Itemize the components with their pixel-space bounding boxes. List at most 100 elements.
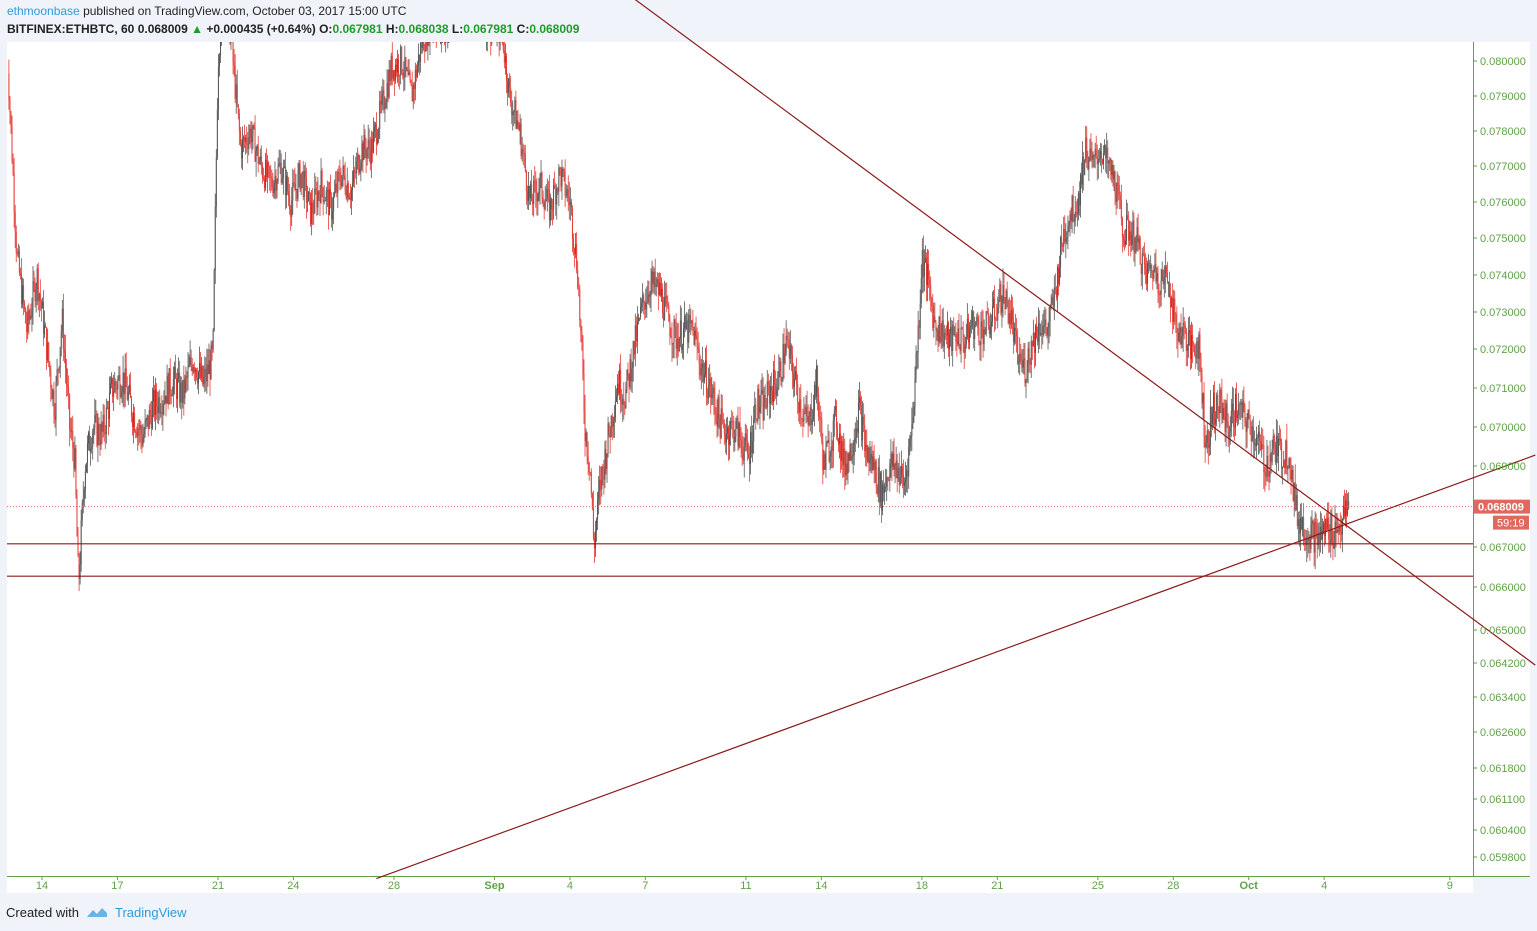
candle-body xyxy=(171,395,173,397)
candle-body xyxy=(632,341,634,369)
candle-body xyxy=(180,382,182,403)
candle-body xyxy=(569,202,571,206)
candle-body xyxy=(523,152,525,154)
candle-body xyxy=(794,379,796,387)
trendline[interactable] xyxy=(376,454,1536,880)
candle-body xyxy=(1345,500,1347,517)
price-chart[interactable]: 0.080000 0.079000 0.078000 0.077000 0.076000… xyxy=(0,0,1537,900)
candle-body xyxy=(882,484,884,511)
candle-body xyxy=(814,384,816,397)
candle-body xyxy=(230,42,232,44)
time-axis-labels: 14 17 21 24 28 Sep 4 7 11 14 18 21 25 28 Oct 4 9 xyxy=(36,876,1453,892)
candle-body xyxy=(204,368,206,378)
candle-body xyxy=(151,401,153,429)
candle-body xyxy=(827,439,829,442)
candle-body xyxy=(953,324,955,336)
candle-body xyxy=(672,343,674,345)
candle-body xyxy=(908,446,910,477)
candle-body xyxy=(1109,158,1111,162)
candle-body xyxy=(938,316,940,342)
candle-body xyxy=(976,316,978,323)
candle-body xyxy=(1238,404,1240,416)
trendline[interactable] xyxy=(598,0,1536,666)
candle-body xyxy=(255,150,257,162)
high-value: 0.068038 xyxy=(398,22,449,36)
candle-body xyxy=(136,432,138,437)
candle-body xyxy=(729,435,731,445)
candle-body xyxy=(839,433,841,445)
candle-body xyxy=(681,345,683,350)
candle-body xyxy=(1343,505,1345,517)
candle-body xyxy=(258,161,260,164)
candle-body xyxy=(1158,293,1160,295)
candle-body xyxy=(1263,444,1265,472)
candle-body xyxy=(237,104,239,115)
candle-body xyxy=(1105,145,1107,159)
candle-body xyxy=(960,327,962,351)
candle-body xyxy=(435,42,437,43)
candle-body xyxy=(888,480,890,482)
candle-body xyxy=(1315,522,1317,525)
candle-body xyxy=(1024,358,1026,384)
candle-body xyxy=(1210,406,1212,425)
candle-body xyxy=(562,169,564,171)
author-link[interactable]: ethmoonbase xyxy=(7,4,80,18)
candle-body xyxy=(427,42,429,46)
candle-body xyxy=(641,303,643,307)
candle-body xyxy=(96,414,98,446)
candle-body xyxy=(544,201,546,210)
candle-body xyxy=(369,149,371,164)
candle-body xyxy=(1154,264,1156,270)
candle-body xyxy=(1306,538,1308,546)
candle-body xyxy=(787,339,789,341)
candle-body xyxy=(413,84,415,90)
price-axis-label: 0.063400 xyxy=(1480,692,1526,704)
candle-body xyxy=(620,369,622,402)
candle-body xyxy=(15,232,17,253)
candle-body xyxy=(1075,211,1077,214)
candle-body xyxy=(1138,238,1140,243)
candle-body xyxy=(194,369,196,373)
time-axis[interactable] xyxy=(7,876,1473,893)
candle-body xyxy=(1173,298,1175,322)
candle-body xyxy=(1294,482,1296,511)
candle-body xyxy=(229,42,231,44)
candle-body xyxy=(579,289,581,321)
candle-body xyxy=(50,370,52,388)
candle-body xyxy=(594,531,596,549)
tradingview-link[interactable]: TradingView xyxy=(114,905,187,920)
candle-body xyxy=(728,427,730,445)
candle-body xyxy=(114,381,116,392)
candle-body xyxy=(596,519,598,532)
plot-area[interactable] xyxy=(7,42,1473,876)
candle-body xyxy=(1289,458,1291,471)
candle-body xyxy=(631,368,633,382)
candle-body xyxy=(998,299,1000,308)
candle-body xyxy=(692,326,694,328)
candle-body xyxy=(996,319,998,321)
candle-body xyxy=(834,406,836,411)
candle-body xyxy=(146,415,148,420)
candle-body xyxy=(1236,393,1238,418)
candle-body xyxy=(1056,267,1058,298)
candle-body xyxy=(370,139,372,164)
candle-body xyxy=(196,377,198,384)
candle-body xyxy=(963,342,965,353)
candle-body xyxy=(930,284,932,299)
candle-body xyxy=(402,71,404,77)
candle-body xyxy=(804,412,806,414)
candle-body xyxy=(1003,284,1005,303)
candle-body xyxy=(250,128,252,143)
candle-body xyxy=(149,410,151,415)
candle-body xyxy=(1329,539,1331,543)
candle-body xyxy=(88,432,90,444)
candle-body xyxy=(1162,269,1164,285)
candle-body xyxy=(1240,402,1242,405)
price-axis[interactable] xyxy=(1473,42,1530,876)
candle-body xyxy=(917,325,919,353)
candle-body xyxy=(238,114,240,132)
candle-body xyxy=(304,170,306,178)
candle-body xyxy=(1218,410,1220,414)
candle-body xyxy=(190,357,192,365)
candle-body xyxy=(721,408,723,421)
